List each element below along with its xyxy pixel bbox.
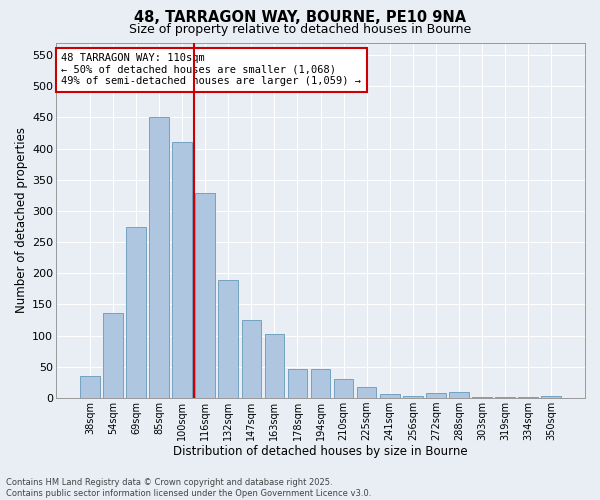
Bar [426,393,446,398]
Text: 48, TARRAGON WAY, BOURNE, PE10 9NA: 48, TARRAGON WAY, BOURNE, PE10 9NA [134,10,466,25]
Bar [357,387,376,398]
X-axis label: Distribution of detached houses by size in Bourne: Distribution of detached houses by size … [173,444,468,458]
Bar [495,397,515,398]
Bar [311,368,331,398]
Bar [103,312,123,398]
Bar [287,368,307,398]
Text: Size of property relative to detached houses in Bourne: Size of property relative to detached ho… [129,22,471,36]
Y-axis label: Number of detached properties: Number of detached properties [15,128,28,314]
Text: Contains HM Land Registry data © Crown copyright and database right 2025.
Contai: Contains HM Land Registry data © Crown c… [6,478,371,498]
Bar [218,280,238,398]
Bar [196,194,215,398]
Bar [149,118,169,398]
Bar [403,396,422,398]
Bar [242,320,261,398]
Bar [449,392,469,398]
Bar [126,226,146,398]
Bar [334,380,353,398]
Bar [380,394,400,398]
Bar [80,376,100,398]
Bar [265,334,284,398]
Text: 48 TARRAGON WAY: 110sqm
← 50% of detached houses are smaller (1,068)
49% of semi: 48 TARRAGON WAY: 110sqm ← 50% of detache… [61,53,361,86]
Bar [172,142,192,398]
Bar [541,396,561,398]
Bar [472,397,492,398]
